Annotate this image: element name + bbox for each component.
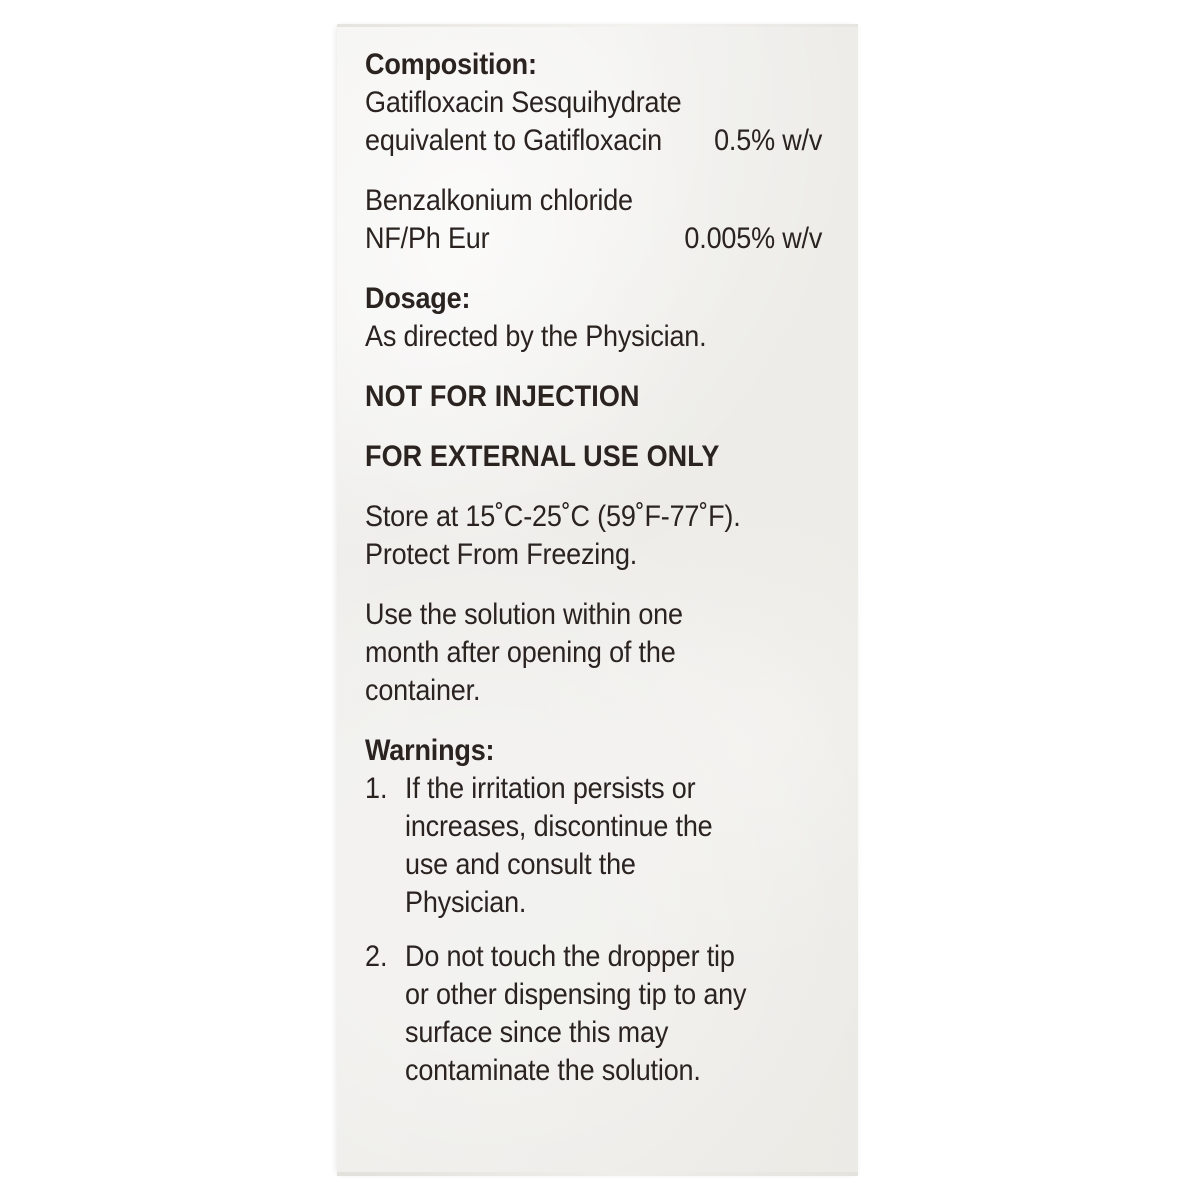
usage-line-3: container. bbox=[365, 674, 481, 707]
panel-bottom-edge bbox=[337, 1172, 858, 1176]
composition-ingredient-1-name: equivalent to Gatifloxacin bbox=[365, 124, 663, 157]
composition-ingredient-2: Benzalkonium chloride NF/Ph Eur 0.005% w… bbox=[365, 182, 823, 258]
warning-item-2: 2. Do not touch the dropper tip or other… bbox=[365, 938, 823, 1090]
warning-item-1-line-4: Physician. bbox=[405, 886, 527, 919]
warning-item-2-line-2: or other dispensing tip to any bbox=[405, 978, 747, 1011]
composition-ingredient-2-strength: 0.005% w/v bbox=[684, 222, 823, 255]
warning-item-1-line-3: use and consult the bbox=[405, 848, 636, 881]
storage-line-1: Store at 15˚C-25˚C (59˚F-77˚F). bbox=[365, 500, 741, 533]
warning-item-2-number: 2. bbox=[365, 940, 388, 973]
composition-ingredient-2-line-2: NF/Ph Eur 0.005% w/v bbox=[365, 220, 822, 258]
warning-item-1-line-2: increases, discontinue the bbox=[405, 810, 713, 843]
warning-item-1-number: 1. bbox=[365, 772, 388, 805]
composition-heading: Composition: bbox=[365, 48, 537, 81]
carton-label-panel: Composition: Gatifloxacin Sesquihydrate … bbox=[337, 24, 858, 1176]
notice-external-use-only: FOR EXTERNAL USE ONLY bbox=[365, 438, 823, 476]
warning-item-1: 1. If the irritation persists or increas… bbox=[365, 770, 823, 922]
warnings-list: 1. If the irritation persists or increas… bbox=[365, 770, 823, 1090]
composition-ingredient-2-standard: NF/Ph Eur bbox=[365, 222, 490, 255]
composition-ingredient-2-line-1: Benzalkonium chloride bbox=[365, 184, 633, 217]
notice-not-for-injection: NOT FOR INJECTION bbox=[365, 378, 823, 416]
composition-ingredient-1-line-1: Gatifloxacin Sesquihydrate bbox=[365, 86, 682, 119]
composition-ingredient-1-line-2: equivalent to Gatifloxacin 0.5% w/v bbox=[365, 122, 822, 160]
warning-item-1-line-1: If the irritation persists or bbox=[405, 772, 696, 805]
panel-top-edge bbox=[337, 24, 858, 27]
dosage-heading: Dosage: bbox=[365, 282, 471, 315]
warning-item-2-line-4: contaminate the solution. bbox=[405, 1054, 701, 1087]
composition-ingredient-1-strength: 0.5% w/v bbox=[714, 124, 823, 157]
warnings-heading: Warnings: bbox=[365, 734, 495, 767]
usage-line-1: Use the solution within one bbox=[365, 598, 683, 631]
usage-period-instructions: Use the solution within one month after … bbox=[365, 596, 823, 710]
usage-line-2: month after opening of the bbox=[365, 636, 676, 669]
composition-section: Composition: Gatifloxacin Sesquihydrate … bbox=[365, 46, 823, 160]
notice-not-for-injection-text: NOT FOR INJECTION bbox=[365, 380, 640, 413]
warning-item-2-line-1: Do not touch the dropper tip bbox=[405, 940, 735, 973]
notice-external-use-only-text: FOR EXTERNAL USE ONLY bbox=[365, 440, 720, 473]
storage-line-2: Protect From Freezing. bbox=[365, 538, 638, 571]
storage-instructions: Store at 15˚C-25˚C (59˚F-77˚F). Protect … bbox=[365, 498, 823, 574]
label-text-content: Composition: Gatifloxacin Sesquihydrate … bbox=[365, 46, 823, 1110]
dosage-text: As directed by the Physician. bbox=[365, 320, 707, 353]
dosage-section: Dosage: As directed by the Physician. bbox=[365, 280, 823, 356]
warning-item-2-text: Do not touch the dropper tip or other di… bbox=[405, 938, 823, 1090]
warnings-section: Warnings: 1. If the irritation persists … bbox=[365, 732, 823, 1090]
warning-item-1-text: If the irritation persists or increases,… bbox=[405, 770, 823, 922]
warning-item-2-line-3: surface since this may bbox=[405, 1016, 669, 1049]
